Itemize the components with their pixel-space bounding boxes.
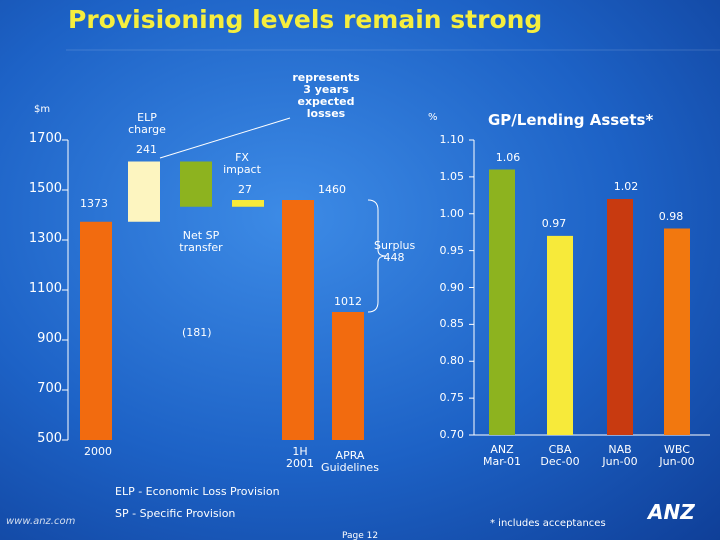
chart-title: GP/Lending Assets* — [488, 111, 654, 129]
y-tick-label: 0.95 — [439, 243, 465, 257]
value-label: 241 — [136, 142, 157, 156]
page-number: Page 12 — [342, 531, 379, 540]
bar — [282, 200, 314, 440]
annotation: represents 3 years expected losses — [292, 71, 360, 120]
value-label: (181) — [182, 325, 212, 339]
x-tick-label: WBC Jun-00 — [659, 443, 695, 468]
y-tick-label: 0.85 — [439, 317, 465, 331]
y-tick-label: 1300 — [28, 231, 62, 246]
value-label: 0.98 — [658, 209, 684, 223]
url: www.anz.com — [6, 516, 76, 527]
callout — [159, 117, 291, 159]
bar — [489, 169, 515, 435]
y-tick-label: 1100 — [28, 281, 62, 296]
annotation: Surplus 448 — [374, 239, 416, 264]
value-label: 0.97 — [541, 216, 567, 230]
value-label: 1.02 — [613, 180, 639, 193]
annotation: FX impact — [223, 151, 261, 176]
value-label: 1373 — [80, 196, 108, 210]
value-label: 1.06 — [495, 150, 521, 164]
logo: ANZ — [648, 500, 695, 524]
y-axis-label: % — [428, 112, 438, 123]
x-tick-label: APRA Guidelines — [321, 449, 379, 474]
x-tick-label: ANZ Mar-01 — [482, 443, 522, 468]
y-tick-label: 1.00 — [439, 206, 465, 220]
y-tick-label: 0.80 — [439, 354, 465, 368]
x-tick-label: 2000 — [84, 445, 112, 458]
x-tick-label: NAB Jun-00 — [602, 443, 638, 468]
value-label: 27 — [238, 183, 252, 196]
x-tick-label: 1H 2001 — [286, 445, 314, 470]
brace — [367, 199, 387, 313]
note: * includes acceptances — [490, 518, 606, 529]
bar — [332, 312, 364, 440]
y-tick-label: 1.05 — [439, 169, 465, 183]
bar — [128, 161, 160, 222]
bar — [80, 221, 112, 440]
footnote: ELP - Economic Loss Provision — [115, 485, 280, 498]
bar — [607, 199, 633, 435]
x-tick-label: CBA Dec-00 — [540, 443, 580, 468]
y-tick-label: 900 — [37, 331, 62, 346]
value-label: 1012 — [334, 295, 362, 308]
y-axis-label: $m — [34, 104, 51, 115]
annotation: ELP charge — [128, 111, 166, 136]
footnote: SP - Specific Provision — [115, 507, 236, 520]
y-tick-label: 0.90 — [439, 280, 465, 294]
y-tick-label: 0.70 — [439, 428, 465, 441]
y-tick-label: 500 — [37, 431, 62, 446]
y-tick-label: 1700 — [28, 131, 62, 146]
annotation: Net SP transfer — [179, 229, 223, 254]
y-tick-label: 0.75 — [439, 391, 465, 405]
bar — [547, 235, 573, 435]
value-label: 1460 — [318, 183, 346, 196]
y-tick-label: 700 — [37, 381, 62, 396]
bar — [232, 200, 264, 207]
bar — [664, 228, 690, 435]
y-tick-label: 1.10 — [439, 133, 465, 146]
y-tick-label: 1500 — [28, 181, 62, 196]
bar — [180, 161, 212, 207]
